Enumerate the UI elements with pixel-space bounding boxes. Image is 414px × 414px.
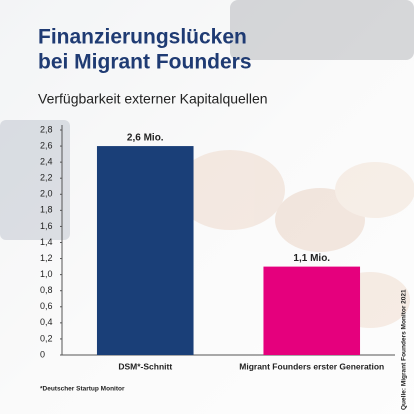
y-tick-label: 2,2 — [40, 173, 53, 183]
y-tick-label: 2,6 — [40, 140, 53, 150]
y-tick-label: 1,6 — [40, 221, 53, 231]
y-tick-label: 0,8 — [40, 285, 53, 295]
y-tick-label: 1,8 — [40, 205, 53, 215]
bar — [263, 266, 361, 355]
chart-title: Finanzierungslücken — [38, 26, 247, 49]
y-tick-label: 0 — [40, 349, 45, 359]
y-tick-label: 0,6 — [40, 301, 53, 311]
data-label: 2,6 Mio. — [127, 133, 164, 144]
y-tick-label: 0,4 — [40, 317, 53, 327]
y-tick-label: 2,4 — [40, 157, 53, 167]
data-label: 1,1 Mio. — [293, 253, 330, 264]
y-tick-label: 1,2 — [40, 253, 53, 263]
x-tick-label: Migrant Founders erster Generation — [239, 361, 384, 371]
footnote: *Deutscher Startup Monitor — [40, 386, 125, 393]
x-tick-label: DSM*-Schnitt — [118, 361, 172, 371]
y-tick-label: 0,2 — [40, 333, 53, 343]
y-tick-label: 2,0 — [40, 189, 53, 199]
y-tick-label: 2,8 — [40, 124, 53, 134]
source: Quelle: Migrant Founders Monitor 2021 — [401, 289, 408, 410]
chart-subtitle: Verfügbarkeit externer Kapitalquellen — [38, 91, 268, 107]
y-tick-label: 1,4 — [40, 237, 53, 247]
bar — [96, 146, 194, 355]
chart-title: bei Migrant Founders — [38, 51, 252, 74]
y-tick-label: 1,0 — [40, 269, 53, 279]
